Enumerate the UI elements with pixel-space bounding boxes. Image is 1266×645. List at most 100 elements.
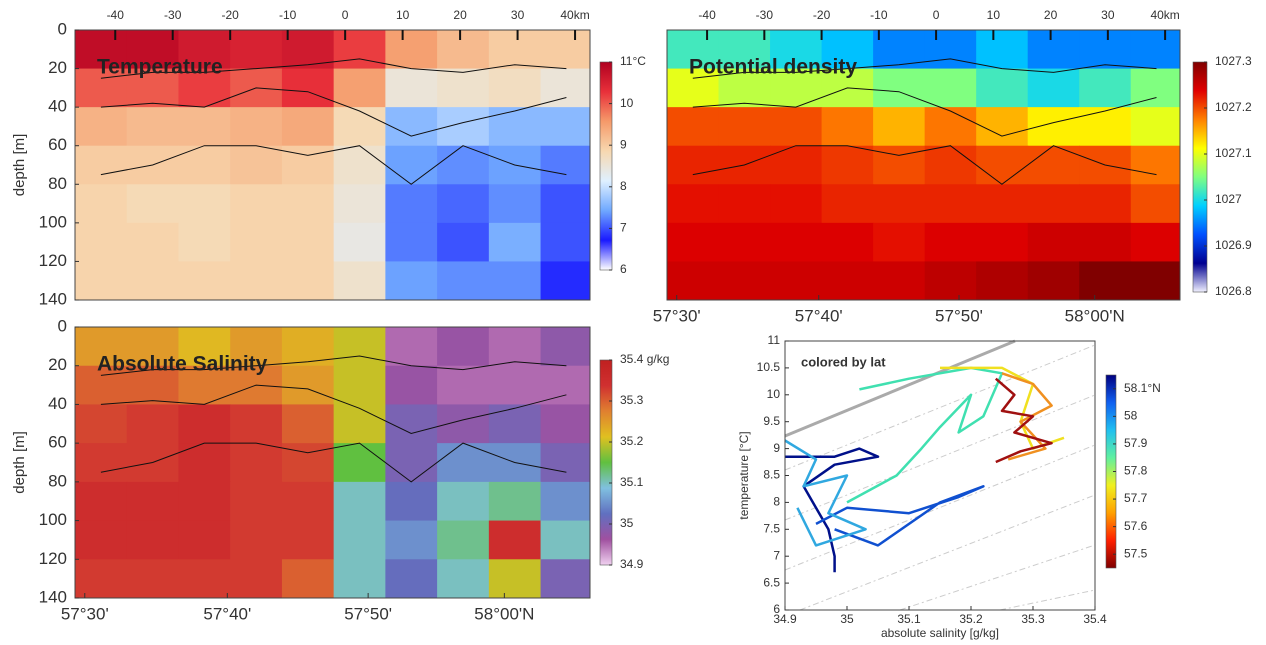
heatmap-cell	[281, 222, 335, 262]
heatmap-cell	[976, 68, 1029, 108]
x-tick-label: -30	[164, 8, 182, 22]
y-tick-label: 8	[773, 495, 780, 509]
y-tick-label: 140	[39, 587, 67, 606]
lat-tick-label: 58°00'N	[1065, 306, 1125, 325]
heatmap-cell	[1079, 261, 1132, 301]
y-tick-label: 40	[48, 97, 67, 116]
ts-trace	[846, 366, 1004, 504]
contour-line	[692, 145, 1157, 185]
heatmap-cell	[1079, 222, 1132, 262]
heatmap-cell	[230, 222, 283, 262]
heatmap-cell	[126, 30, 179, 70]
heatmap-cell	[75, 520, 128, 560]
heatmap-cell	[540, 520, 591, 560]
lat-tick-label: 57°30'	[61, 604, 109, 623]
y-tick-label: 60	[48, 135, 67, 154]
heatmap-cell	[437, 30, 490, 70]
x-tick-label: -40	[698, 8, 716, 22]
heatmap-cell	[437, 261, 490, 301]
contour-line	[100, 58, 567, 79]
heatmap-cell	[75, 184, 128, 224]
heatmap-cell	[230, 30, 283, 70]
colorbar-tick-label: 35	[620, 516, 634, 530]
heatmap-cell	[178, 68, 231, 108]
heatmap-cell	[178, 404, 231, 444]
x-tick-label: 20	[453, 8, 467, 22]
heatmap-cell	[437, 520, 490, 560]
heatmap-cell	[770, 222, 823, 262]
y-tick-label: 10	[767, 387, 781, 401]
ts-boundary-line	[784, 339, 1016, 438]
heatmap-cell	[75, 443, 128, 483]
heatmap-cell	[126, 520, 179, 560]
heatmap-cell	[1079, 107, 1132, 147]
contour-line	[100, 87, 567, 137]
heatmap-cell	[976, 184, 1029, 224]
heatmap-cell	[126, 404, 179, 444]
lat-tick-label: 57°50'	[935, 306, 983, 325]
colorbar-tick-label: 35.4 g/kg	[620, 352, 669, 366]
heatmap-cell	[126, 481, 179, 522]
lat-tick-label: 58°00'N	[474, 604, 534, 623]
heatmap-cell	[178, 481, 231, 522]
colorbar-tick-label: 1027.1	[1215, 146, 1252, 160]
heatmap-cell	[230, 261, 283, 301]
heatmap-cell	[281, 261, 335, 301]
heatmap-cell	[333, 107, 386, 147]
heatmap-cell	[75, 481, 128, 522]
heatmap-cell	[75, 30, 128, 70]
heatmap-cell	[385, 145, 438, 185]
heatmap-cell	[437, 145, 490, 185]
heatmap-cell	[281, 559, 335, 599]
heatmap-cell	[437, 559, 490, 599]
heatmap-cell	[178, 222, 231, 262]
y-axis-label: temperature [°C]	[737, 431, 751, 519]
colorbar-tick-label: 57.9	[1124, 436, 1148, 450]
heatmap-cell	[540, 222, 591, 262]
y-tick-label: 8.5	[763, 468, 780, 482]
heatmap-cell	[718, 68, 771, 108]
heatmap-cell	[178, 559, 231, 599]
heatmap-cell	[385, 222, 438, 262]
heatmap-cell	[437, 481, 490, 522]
heatmap-cell	[126, 327, 179, 367]
heatmap-cell	[873, 184, 926, 224]
y-tick-label: 10.5	[757, 360, 781, 374]
heatmap-cell	[540, 145, 591, 185]
heatmap-cell	[924, 107, 977, 147]
heatmap-cell	[770, 68, 823, 108]
colorbar-tick-label: 35.2	[620, 434, 644, 448]
y-tick-label: 9.5	[763, 414, 780, 428]
y-tick-label: 40	[48, 394, 67, 413]
heatmap-cell	[333, 481, 386, 522]
heatmap-cell	[821, 261, 874, 301]
heatmap-cell	[178, 107, 231, 147]
heatmap-cell	[230, 327, 283, 367]
heatmap-cell	[540, 404, 591, 444]
heatmap-cell	[385, 30, 438, 70]
heatmap-cell	[178, 30, 231, 70]
colorbar-tick-label: 1027.2	[1215, 100, 1252, 114]
heatmap-cell	[230, 107, 283, 147]
heatmap-cell	[1027, 30, 1080, 70]
heatmap-cell	[126, 184, 179, 224]
plot-frame	[784, 340, 1096, 611]
heatmap-cell	[333, 404, 386, 444]
heatmap-cell	[178, 184, 231, 224]
heatmap-cell	[667, 145, 720, 185]
annotation: colored by lat	[801, 354, 886, 369]
heatmap-cell	[385, 404, 438, 444]
heatmap-cell	[1027, 145, 1080, 185]
colorbar-tick-label: 58.1°N	[1124, 381, 1161, 395]
heatmap-cell	[976, 107, 1029, 147]
heatmap-cell	[667, 222, 720, 262]
x-tick-label: -20	[813, 8, 831, 22]
heatmap-cell	[437, 184, 490, 224]
y-tick-label: 60	[48, 433, 67, 452]
colorbar-tick-label: 1026.9	[1215, 238, 1252, 252]
heatmap-cell	[540, 261, 591, 301]
colorbar-tick-label: 58	[1124, 409, 1138, 423]
heatmap-cell	[230, 520, 283, 560]
panel-title: Potential density	[689, 56, 857, 79]
heatmap-cell	[385, 107, 438, 147]
